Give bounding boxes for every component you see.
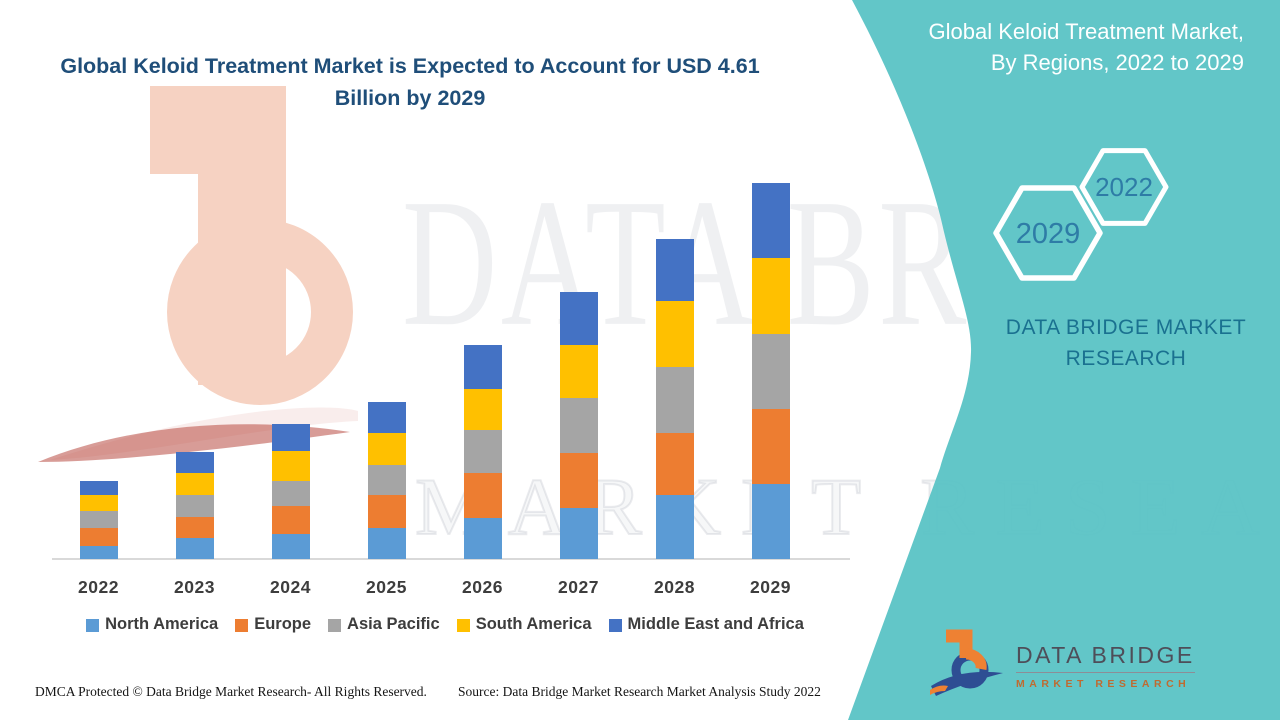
x-axis-label: 2022: [78, 577, 119, 597]
legend-item: North America: [86, 615, 218, 634]
bar-2025: [367, 401, 406, 559]
teal-panel-shape: [848, 0, 1280, 720]
hexagon-2029-label: 2029: [1016, 218, 1081, 250]
bar-segment-south-america: [271, 451, 310, 481]
logo-tagline: MARKET RESEARCH: [1016, 678, 1191, 690]
legend-label: Middle East and Africa: [627, 615, 804, 633]
bar-segment-europe: [79, 528, 118, 546]
logo-name: DATA BRIDGE: [1016, 642, 1195, 673]
legend-item: Asia Pacific: [328, 615, 440, 634]
watermark-b-bowl: [167, 219, 353, 405]
hexagon-year-badges: 2029 2022: [993, 148, 1169, 281]
bar-segment-south-america: [463, 388, 502, 431]
bar-segment-asia-pacific: [79, 511, 118, 529]
legend-swatch: [608, 618, 622, 632]
legend-label: South America: [475, 615, 592, 633]
bar-2027: [559, 292, 598, 559]
legend-swatch: [328, 618, 342, 632]
bar-segment-middle-east-and-africa: [655, 239, 694, 302]
logo-orange-stem: [946, 629, 973, 658]
legend-label: North America: [105, 615, 219, 633]
bar-segment-north-america: [367, 528, 406, 559]
bar-segment-middle-east-and-africa: [79, 480, 118, 495]
bar-segment-asia-pacific: [751, 334, 790, 409]
bar-segment-europe: [463, 473, 502, 519]
x-axis-label: 2028: [654, 577, 695, 597]
bar-segment-north-america: [655, 495, 694, 559]
bar-2022: [79, 480, 118, 559]
bar-2026: [463, 345, 502, 559]
bar-segment-middle-east-and-africa: [367, 401, 406, 433]
logo-orange-tail: [930, 685, 948, 695]
bar-segment-asia-pacific: [655, 367, 694, 433]
hexagon-2022: [1079, 148, 1169, 226]
bar-segment-europe: [751, 409, 790, 484]
bar-segment-north-america: [175, 537, 214, 559]
bar-2028: [655, 239, 694, 559]
legend-swatch: [86, 618, 100, 632]
bar-2024: [271, 424, 310, 559]
bar-segment-south-america: [559, 344, 598, 399]
watermark-b-stem: [150, 86, 286, 385]
x-axis-label: 2029: [750, 577, 791, 597]
data-bridge-logo-icon: [930, 629, 1003, 696]
logo-text-block: DATA BRIDGE MARKET RESEARCH: [1016, 642, 1195, 690]
watermark-swoosh-faint: [50, 407, 358, 460]
chart-title: Global Keloid Treatment Market is Expect…: [60, 54, 760, 110]
bar-segment-europe: [559, 453, 598, 508]
bar-segment-europe: [175, 517, 214, 538]
bar-segment-south-america: [367, 432, 406, 466]
bar-segment-south-america: [655, 301, 694, 368]
bar-segment-asia-pacific: [559, 398, 598, 454]
bar-segment-middle-east-and-africa: [463, 345, 502, 389]
bar-segment-europe: [367, 495, 406, 528]
x-axis-line: [52, 558, 850, 560]
bar-segment-north-america: [79, 546, 118, 559]
side-panel-heading: Global Keloid Treatment Market, By Regio…: [928, 19, 1244, 75]
x-axis-label: 2027: [558, 577, 599, 597]
bar-segment-south-america: [751, 258, 790, 334]
legend-item: South America: [456, 615, 592, 634]
bar-segment-middle-east-and-africa: [751, 183, 790, 259]
bar-2029: [751, 183, 790, 559]
bar-segment-asia-pacific: [367, 465, 406, 496]
bar-2023: [175, 452, 214, 559]
bar-segment-middle-east-and-africa: [271, 424, 310, 452]
logo-orange-bowl: [965, 648, 987, 670]
chart-legend: North America Europe Asia Pacific South Ame…: [40, 615, 850, 634]
side-panel-brand-text: DATA BRIDGE MARKET RESEARCH: [1005, 316, 1247, 370]
bar-segment-north-america: [751, 484, 790, 559]
bar-segment-south-america: [79, 494, 118, 512]
source-note: Source: Data Bridge Market Research Mark…: [458, 684, 821, 699]
bar-segment-europe: [271, 506, 310, 534]
bar-segment-north-america: [271, 533, 310, 559]
legend-swatch: [456, 618, 470, 632]
hexagon-2022-label: 2022: [1095, 172, 1153, 202]
stacked-bar-chart: 2022 2023 2024 2025 2026 2027 2028 2029: [52, 183, 850, 597]
x-axis-label: 2026: [462, 577, 503, 597]
legend-label: Europe: [254, 615, 312, 633]
bar-segment-asia-pacific: [271, 480, 310, 507]
legend-item: Middle East and Africa: [608, 615, 804, 634]
bar-segment-middle-east-and-africa: [559, 292, 598, 345]
bar-segment-north-america: [463, 518, 502, 559]
bar-segment-north-america: [559, 507, 598, 559]
x-axis-label: 2025: [366, 577, 407, 597]
legend-item: Europe: [235, 615, 311, 634]
x-axis-label: 2024: [270, 577, 311, 597]
bar-segment-europe: [655, 432, 694, 496]
legend-swatch: [235, 618, 249, 632]
bar-segment-middle-east-and-africa: [175, 452, 214, 473]
bar-segment-asia-pacific: [175, 495, 214, 518]
bar-segment-south-america: [175, 472, 214, 496]
data-bridge-logo: DATA BRIDGE MARKET RESEARCH: [930, 628, 1195, 696]
bar-segment-asia-pacific: [463, 430, 502, 474]
hexagon-2029: [993, 185, 1103, 281]
dmca-notice: DMCA Protected © Data Bridge Market Rese…: [35, 684, 427, 699]
legend-label: Asia Pacific: [347, 615, 440, 633]
x-axis-label: 2023: [174, 577, 215, 597]
